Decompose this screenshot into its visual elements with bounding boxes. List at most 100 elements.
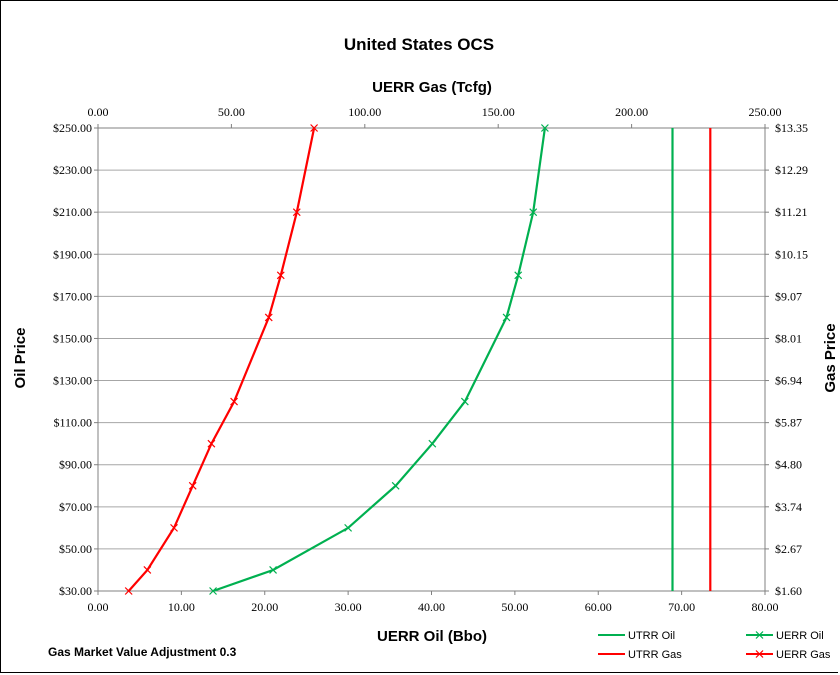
marker-stroke bbox=[292, 208, 301, 217]
x-bottom-tick-label: 50.00 bbox=[501, 600, 528, 614]
series-uerr-gas-point bbox=[310, 124, 319, 132]
x-top-tick-label: 150.00 bbox=[482, 105, 515, 119]
series-uerr-gas-line bbox=[127, 127, 316, 592]
series-uerr-gas-point bbox=[143, 566, 152, 574]
marker-stroke bbox=[264, 313, 273, 322]
marker-stroke bbox=[460, 397, 469, 406]
y-right-tick-label: $5.87 bbox=[775, 416, 802, 430]
y-left-tick-label: $50.00 bbox=[59, 542, 92, 556]
marker-stroke bbox=[143, 566, 152, 574]
y-left-tick-label: $190.00 bbox=[53, 247, 92, 261]
legend-item-utrr-gas: UTRR Gas bbox=[598, 649, 682, 661]
marker-stroke bbox=[428, 439, 437, 448]
y-left-tick-label: $170.00 bbox=[53, 289, 92, 303]
series-uerr-gas-point bbox=[124, 587, 133, 595]
series-uerr-gas-point bbox=[292, 208, 301, 217]
marker-stroke bbox=[188, 481, 197, 490]
legend-marker bbox=[755, 650, 764, 658]
axes: $30.00 $1.60 $50.00 $2.67 $70.00 $3.74 $90.00 $… bbox=[53, 105, 808, 614]
series-uerr-oil-point bbox=[460, 397, 469, 406]
series-uerr-oil-point bbox=[502, 313, 511, 322]
marker-stroke bbox=[170, 523, 178, 532]
legend: UTRR Oil UERR Oil UTRR Gas UERR Gas bbox=[598, 630, 831, 661]
legend-item-uerr-gas: UERR Gas bbox=[746, 649, 831, 661]
marker-stroke bbox=[540, 124, 549, 132]
series-uerr-oil-point bbox=[391, 481, 400, 490]
series-uerr-gas-point bbox=[170, 523, 178, 532]
gridlines bbox=[98, 127, 765, 592]
x-top-tick-label: 100.00 bbox=[348, 105, 381, 119]
series-uerr-oil-point bbox=[428, 439, 437, 448]
y-left-tick-label: $150.00 bbox=[53, 331, 92, 345]
y-right-tick-label: $4.80 bbox=[775, 458, 802, 472]
legend-label: UTRR Oil bbox=[628, 630, 675, 642]
series-uerr-gas-point bbox=[230, 397, 238, 406]
marker-stroke bbox=[230, 397, 238, 406]
y-right-tick-label: $11.21 bbox=[775, 205, 808, 219]
y-right-tick-label: $2.67 bbox=[775, 542, 802, 556]
x-bottom-tick-label: 20.00 bbox=[251, 600, 278, 614]
series-uerr-oil-point bbox=[209, 587, 217, 595]
x-bottom-tick-label: 60.00 bbox=[585, 600, 612, 614]
legend-label: UERR Gas bbox=[776, 649, 831, 661]
series-uerr-oil-line bbox=[212, 127, 546, 593]
series-uerr-oil-point bbox=[540, 124, 549, 132]
market-value-note: Gas Market Value Adjustment 0.3 bbox=[48, 645, 237, 659]
x-bottom-tick-label: 0.00 bbox=[88, 600, 109, 614]
marker-stroke bbox=[207, 439, 216, 448]
x-bottom-tick-label: 80.00 bbox=[752, 600, 779, 614]
y-right-tick-label: $9.07 bbox=[775, 289, 802, 303]
x-bottom-tick-label: 10.00 bbox=[168, 600, 195, 614]
legend-label: UTRR Gas bbox=[628, 649, 682, 661]
y-right-tick-label: $1.60 bbox=[775, 584, 802, 598]
legend-marker bbox=[755, 631, 764, 639]
x-top-tick-label: 200.00 bbox=[615, 105, 648, 119]
y-left-tick-label: $210.00 bbox=[53, 205, 92, 219]
series-uerr-oil-point bbox=[514, 271, 523, 280]
series-uerr-oil-point bbox=[529, 208, 538, 217]
x-bottom-axis-title: UERR Oil (Bbo) bbox=[377, 628, 487, 645]
marker-stroke bbox=[310, 124, 319, 132]
y-left-tick-label: $230.00 bbox=[53, 163, 92, 177]
x-top-tick-label: 250.00 bbox=[749, 105, 782, 119]
marker-stroke bbox=[755, 631, 764, 639]
y-right-tick-label: $13.35 bbox=[775, 121, 808, 135]
series-uerr-gas-point bbox=[276, 271, 285, 280]
x-top-tick-label: 0.00 bbox=[88, 105, 109, 119]
marker-stroke bbox=[529, 208, 538, 217]
y-left-tick-label: $130.00 bbox=[53, 374, 92, 388]
y-right-tick-label: $10.15 bbox=[775, 247, 808, 261]
series-uerr-oil-point bbox=[344, 523, 353, 532]
chart-title: United States OCS bbox=[344, 35, 494, 54]
series-uerr-gas-point bbox=[264, 313, 273, 322]
legend-label: UERR Oil bbox=[776, 630, 824, 642]
y-left-axis-title: Oil Price bbox=[12, 328, 29, 389]
y-right-tick-label: $12.29 bbox=[775, 163, 808, 177]
marker-stroke bbox=[502, 313, 511, 322]
x-bottom-tick-label: 70.00 bbox=[668, 600, 695, 614]
series-uerr-oil-point bbox=[269, 566, 278, 574]
y-right-tick-label: $3.74 bbox=[775, 500, 802, 514]
y-right-axis-title: Gas Price bbox=[822, 323, 839, 392]
marker-stroke bbox=[269, 566, 278, 574]
y-left-tick-label: $30.00 bbox=[59, 584, 92, 598]
marker-stroke bbox=[209, 587, 217, 595]
marker-stroke bbox=[124, 587, 133, 595]
series-uerr-gas-point bbox=[207, 439, 216, 448]
x-bottom-tick-label: 40.00 bbox=[418, 600, 445, 614]
y-left-tick-label: $70.00 bbox=[59, 500, 92, 514]
series-lines bbox=[124, 124, 712, 595]
marker-stroke bbox=[514, 271, 523, 280]
x-top-axis-title: UERR Gas (Tcfg) bbox=[372, 79, 492, 96]
y-left-tick-label: $90.00 bbox=[59, 458, 92, 472]
x-top-tick-label: 50.00 bbox=[218, 105, 245, 119]
y-left-tick-label: $110.00 bbox=[53, 416, 92, 430]
legend-item-utrr-oil: UTRR Oil bbox=[598, 630, 675, 642]
y-right-tick-label: $6.94 bbox=[775, 374, 802, 388]
y-right-tick-label: $8.01 bbox=[775, 331, 802, 345]
x-bottom-tick-label: 30.00 bbox=[335, 600, 362, 614]
y-left-tick-label: $250.00 bbox=[53, 121, 92, 135]
marker-stroke bbox=[391, 481, 400, 490]
